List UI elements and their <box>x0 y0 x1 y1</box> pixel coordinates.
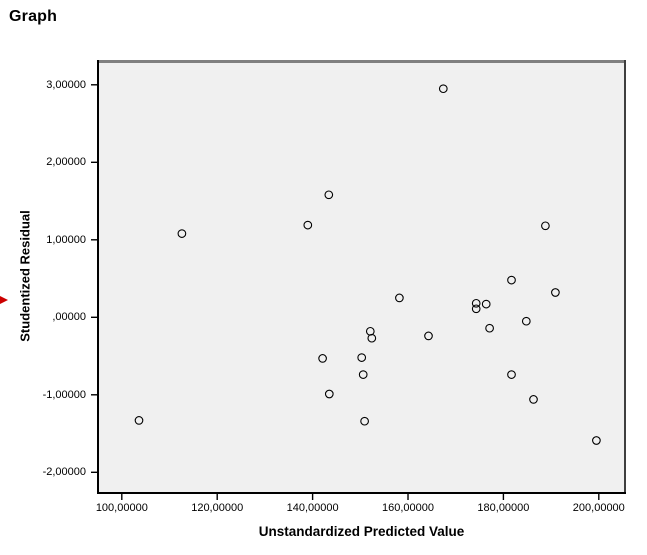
data-point <box>303 220 313 230</box>
page-title: Graph <box>9 8 58 25</box>
y-tick-label: 2,00000 <box>46 156 86 169</box>
data-point <box>318 354 327 363</box>
data-point <box>395 293 404 303</box>
x-tick-label: 140,00000 <box>286 502 339 514</box>
x-tick-label: 160,00000 <box>382 502 434 514</box>
x-axis-tick-labels: 100,00000 120,00000 140,00000 160,00000 180,… <box>96 501 626 517</box>
data-point <box>592 436 601 445</box>
data-point <box>471 304 481 314</box>
data-point <box>324 389 334 399</box>
x-tick-label: 200,00000 <box>572 502 625 514</box>
data-point <box>358 370 368 379</box>
data-point <box>551 288 560 297</box>
data-point <box>438 84 448 94</box>
data-point <box>177 229 187 238</box>
data-point <box>521 316 531 326</box>
y-axis-tick-labels: 3,00000 2,00000 1,00000 ,00000 -1,00000 -2,00… <box>0 60 88 494</box>
x-tick-label: 100,00000 <box>95 502 148 514</box>
x-axis-title: Unstandardized Predicted Value <box>258 524 465 539</box>
data-point <box>541 221 550 231</box>
data-point <box>357 353 367 362</box>
data-point <box>507 275 516 285</box>
plot-background <box>97 60 626 494</box>
data-point <box>424 331 433 341</box>
data-point <box>360 416 369 426</box>
data-point <box>529 395 538 404</box>
data-point <box>471 298 481 308</box>
data-point <box>134 416 144 425</box>
data-point <box>507 370 516 379</box>
y-axis-title: Studentized Residual <box>17 210 33 342</box>
data-point <box>481 299 491 309</box>
data-point <box>485 323 494 333</box>
data-point <box>324 190 334 200</box>
y-tick-label: -1,00000 <box>42 388 86 401</box>
y-tick-label: ,00000 <box>52 311 86 324</box>
y-tick-label: 3,00000 <box>46 78 86 91</box>
selection-arrow-icon <box>0 296 8 304</box>
data-point <box>367 333 377 343</box>
y-tick-label: 1,00000 <box>46 233 86 246</box>
x-tick-label: 180,00000 <box>477 502 530 514</box>
y-tick-label: -2,00000 <box>42 466 86 479</box>
x-tick-label: 120,00000 <box>191 502 244 514</box>
plot-area <box>91 60 626 500</box>
